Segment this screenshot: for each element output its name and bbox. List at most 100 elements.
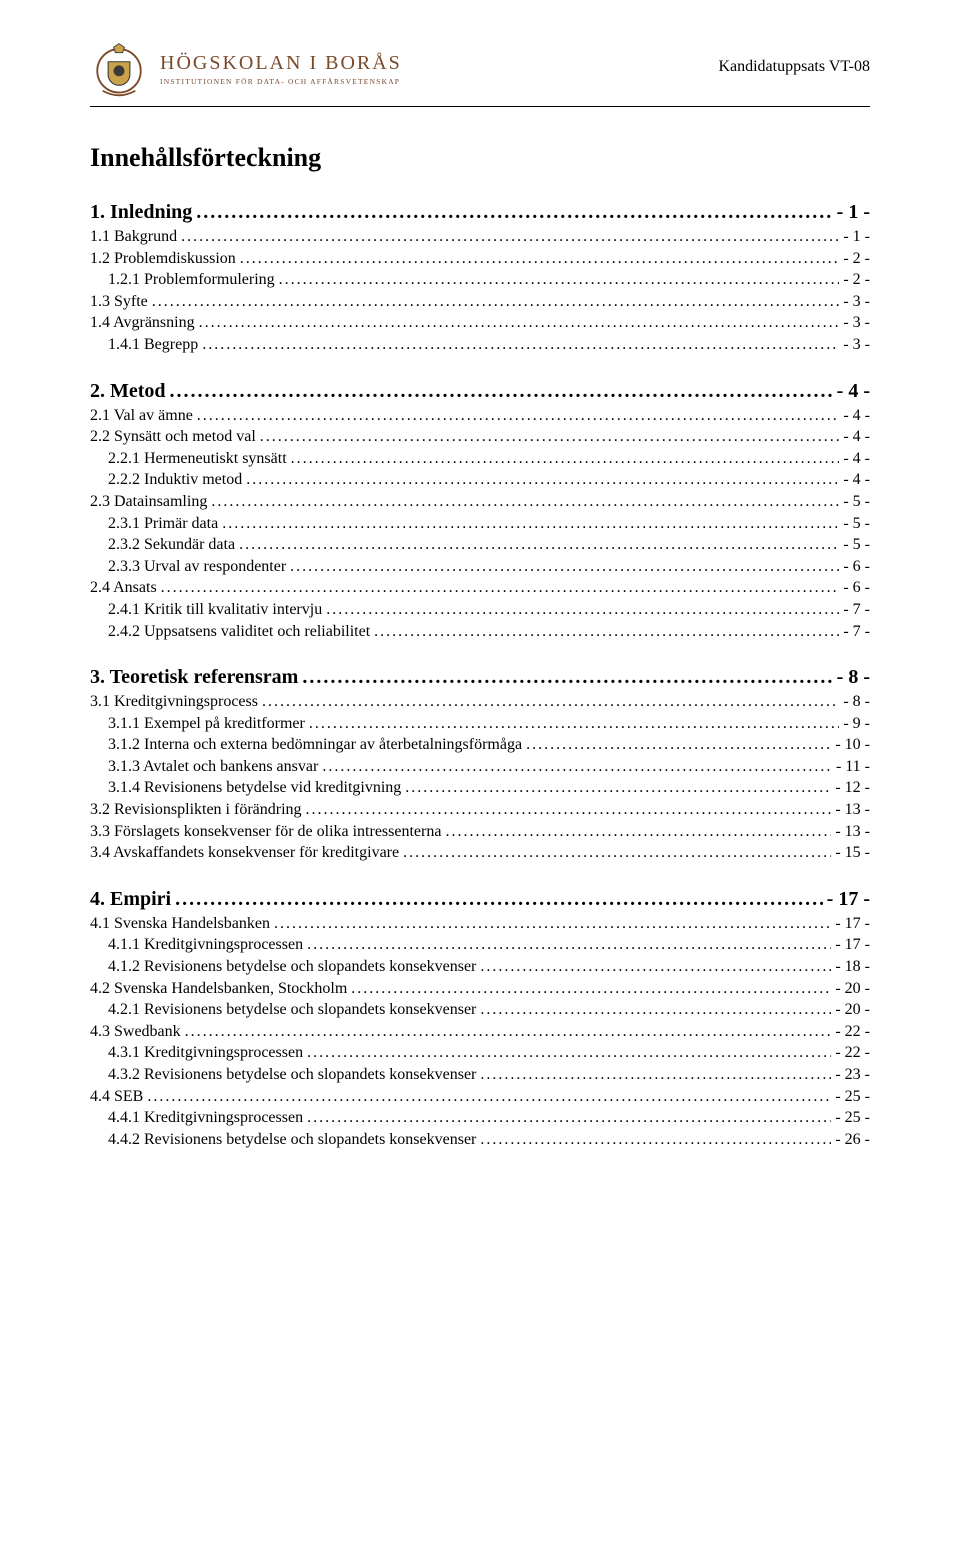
toc-entry-label: 2.2.1 Hermeneutiskt synsätt	[108, 448, 287, 470]
toc-entry[interactable]: 2.1 Val av ämne- 4 -	[90, 405, 870, 427]
toc-entry-label: 4.3.1 Kreditgivningsprocessen	[108, 1042, 303, 1064]
toc-entry[interactable]: 2.4.1 Kritik till kvalitativ intervju- 7…	[90, 599, 870, 621]
toc-entry-label: 1.4.1 Begrepp	[108, 334, 198, 356]
toc-entry[interactable]: 4.3.1 Kreditgivningsprocessen- 22 -	[90, 1042, 870, 1064]
toc-entry-label: 4.2.1 Revisionens betydelse och slopande…	[108, 999, 476, 1021]
toc-leader	[307, 1107, 831, 1129]
toc-entry-page: - 6 -	[843, 577, 870, 599]
toc-entry-page: - 20 -	[835, 999, 870, 1021]
toc-entry[interactable]: 4.4.1 Kreditgivningsprocessen- 25 -	[90, 1107, 870, 1129]
toc-entry-label: 3.2 Revisionsplikten i förändring	[90, 799, 302, 821]
toc-entry-page: - 23 -	[835, 1064, 870, 1086]
toc-entry[interactable]: 2.4.2 Uppsatsens validitet och reliabili…	[90, 621, 870, 643]
toc-entry[interactable]: 2.2 Synsätt och metod val - 4 -	[90, 426, 870, 448]
toc-title: Innehållsförteckning	[90, 143, 870, 173]
toc-entry-label: 2.4 Ansats	[90, 577, 157, 599]
toc-entry-label: 4.3 Swedbank	[90, 1021, 181, 1043]
university-crest-icon	[90, 40, 148, 98]
toc-entry[interactable]: 3.4 Avskaffandets konsekvenser för kredi…	[90, 842, 870, 864]
toc-entry-page: - 18 -	[835, 956, 870, 978]
toc-leader	[374, 621, 839, 643]
toc-entry-page: - 25 -	[835, 1086, 870, 1108]
toc-entry-label: 2.4.2 Uppsatsens validitet och reliabili…	[108, 621, 370, 643]
toc-entry-label: 4.1 Svenska Handelsbanken	[90, 913, 270, 935]
toc-entry[interactable]: 2.2.1 Hermeneutiskt synsätt- 4 -	[90, 448, 870, 470]
toc-heading[interactable]: 3. Teoretisk referensram- 8 -	[90, 664, 870, 691]
logo-subtitle: INSTITUTIONEN FÖR DATA- OCH AFFÄRSVETENS…	[160, 77, 402, 86]
toc-entry[interactable]: 1.2 Problemdiskussion- 2 -	[90, 248, 870, 270]
toc-entry-page: - 5 -	[843, 513, 870, 535]
toc-leader	[274, 913, 831, 935]
toc-entry[interactable]: 1.1 Bakgrund- 1 -	[90, 226, 870, 248]
toc-heading[interactable]: 4. Empiri- 17 -	[90, 886, 870, 913]
toc-entry-label: 4.1.2 Revisionens betydelse och slopande…	[108, 956, 476, 978]
toc-leader	[196, 199, 832, 226]
toc-entry-label: 2.2 Synsätt och metod val	[90, 426, 256, 448]
toc-entry[interactable]: 3.3 Förslagets konsekvenser för de olika…	[90, 821, 870, 843]
toc-entry[interactable]: 4.4.2 Revisionens betydelse och slopande…	[90, 1129, 870, 1151]
toc-entry-page: - 25 -	[835, 1107, 870, 1129]
toc-entry[interactable]: 1.3 Syfte- 3 -	[90, 291, 870, 313]
toc-heading-page: - 17 -	[827, 886, 870, 913]
toc-entry-page: - 13 -	[835, 799, 870, 821]
toc-entry[interactable]: 3.1.3 Avtalet och bankens ansvar- 11 -	[90, 756, 870, 778]
toc-heading-page: - 1 -	[837, 199, 870, 226]
toc-leader	[202, 334, 839, 356]
toc-heading-label: 2. Metod	[90, 378, 166, 405]
toc-heading[interactable]: 2. Metod- 4 -	[90, 378, 870, 405]
toc-entry[interactable]: 1.4.1 Begrepp - 3 -	[90, 334, 870, 356]
toc-entry-page: - 2 -	[843, 269, 870, 291]
toc-entry[interactable]: 4.2 Svenska Handelsbanken, Stockholm- 20…	[90, 978, 870, 1000]
toc-leader	[185, 1021, 832, 1043]
toc-entry-label: 3.1.1 Exempel på kreditformer	[108, 713, 305, 735]
toc-entry[interactable]: 4.1.2 Revisionens betydelse och slopande…	[90, 956, 870, 978]
toc-entry-page: - 8 -	[843, 691, 870, 713]
toc-leader	[181, 226, 839, 248]
toc-leader	[197, 405, 840, 427]
toc-leader	[480, 1129, 831, 1151]
toc-entry-label: 4.4.2 Revisionens betydelse och slopande…	[108, 1129, 476, 1151]
toc-entry[interactable]: 3.1.2 Interna och externa bedömningar av…	[90, 734, 870, 756]
toc-leader	[211, 491, 839, 513]
toc-leader	[445, 821, 831, 843]
page: HÖGSKOLAN I BORÅS INSTITUTIONEN FÖR DATA…	[0, 0, 960, 1541]
toc-entry-label: 2.2.2 Induktiv metod	[108, 469, 242, 491]
toc-entry-page: - 4 -	[843, 426, 870, 448]
logo-title: HÖGSKOLAN I BORÅS	[160, 52, 402, 75]
toc-entry[interactable]: 4.1 Svenska Handelsbanken- 17 -	[90, 913, 870, 935]
toc-leader	[175, 886, 823, 913]
toc-entry-page: - 17 -	[835, 934, 870, 956]
toc-entry[interactable]: 2.3.3 Urval av respondenter- 6 -	[90, 556, 870, 578]
toc-entry[interactable]: 4.4 SEB- 25 -	[90, 1086, 870, 1108]
toc-entry[interactable]: 2.3.2 Sekundär data- 5 -	[90, 534, 870, 556]
toc-entry[interactable]: 3.2 Revisionsplikten i förändring - 13 -	[90, 799, 870, 821]
toc-entry[interactable]: 4.2.1 Revisionens betydelse och slopande…	[90, 999, 870, 1021]
toc-entry[interactable]: 2.2.2 Induktiv metod- 4 -	[90, 469, 870, 491]
toc-leader	[302, 664, 832, 691]
toc-heading-label: 1. Inledning	[90, 199, 192, 226]
toc-entry[interactable]: 3.1.1 Exempel på kreditformer- 9 -	[90, 713, 870, 735]
toc-entry-label: 2.4.1 Kritik till kvalitativ intervju	[108, 599, 322, 621]
toc-entry[interactable]: 1.2.1 Problemformulering- 2 -	[90, 269, 870, 291]
toc-entry-page: - 3 -	[843, 291, 870, 313]
toc-entry-page: - 10 -	[835, 734, 870, 756]
toc-entry[interactable]: 4.1.1 Kreditgivningsprocessen- 17 -	[90, 934, 870, 956]
toc-entry[interactable]: 2.3 Datainsamling- 5 -	[90, 491, 870, 513]
toc-entry[interactable]: 2.4 Ansats - 6 -	[90, 577, 870, 599]
toc-entry[interactable]: 4.3 Swedbank- 22 -	[90, 1021, 870, 1043]
toc-entry[interactable]: 3.1.4 Revisionens betydelse vid kreditgi…	[90, 777, 870, 799]
toc-leader	[246, 469, 839, 491]
toc-entry-page: - 4 -	[843, 405, 870, 427]
toc-entry-page: - 5 -	[843, 491, 870, 513]
toc-leader	[152, 291, 840, 313]
toc-heading[interactable]: 1. Inledning - 1 -	[90, 199, 870, 226]
toc-entry-label: 1.2 Problemdiskussion	[90, 248, 236, 270]
toc-leader	[309, 713, 840, 735]
toc-entry-page: - 3 -	[843, 334, 870, 356]
toc-entry[interactable]: 4.3.2 Revisionens betydelse och slopande…	[90, 1064, 870, 1086]
toc-entry[interactable]: 3.1 Kreditgivningsprocess- 8 -	[90, 691, 870, 713]
toc-entry[interactable]: 2.3.1 Primär data- 5 -	[90, 513, 870, 535]
toc-entry[interactable]: 1.4 Avgränsning- 3 -	[90, 312, 870, 334]
toc-entry-label: 3.1.2 Interna och externa bedömningar av…	[108, 734, 522, 756]
toc-section: 2. Metod- 4 -2.1 Val av ämne- 4 -2.2 Syn…	[90, 378, 870, 643]
